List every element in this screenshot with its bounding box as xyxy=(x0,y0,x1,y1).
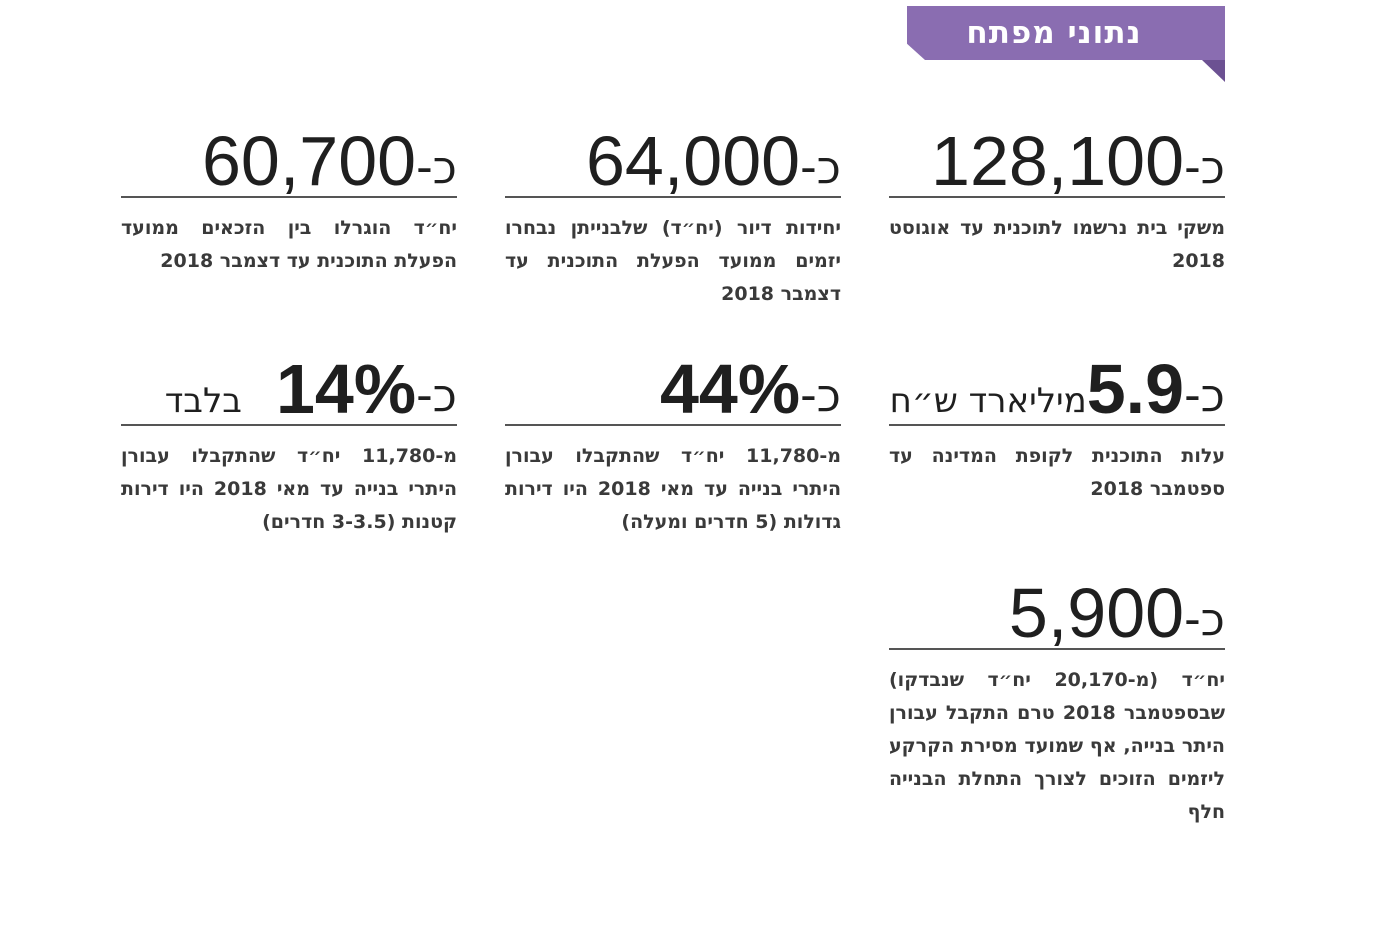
stat-value: 44% xyxy=(659,350,801,426)
approx-prefix: כ- xyxy=(800,140,841,194)
approx-prefix: כ- xyxy=(800,368,841,422)
stat-description: משקי בית נרשמו לתוכנית עד אוגוסט 2018 xyxy=(889,217,1225,272)
stat-description: יח״ד הוגרלו בין הזכאים ממועד הפעלת התוכנ… xyxy=(121,217,457,272)
section-title: נתוני מפתח xyxy=(966,15,1142,51)
stat-headline: כ- 60,700 xyxy=(121,122,457,198)
stat-households-registered: כ- 128,100 משקי בית נרשמו לתוכנית עד אוג… xyxy=(889,122,1225,278)
stat-value: 5,900 xyxy=(1008,574,1185,650)
approx-prefix: כ- xyxy=(1184,592,1225,646)
stat-headline: כ- 64,000 xyxy=(505,122,841,198)
stat-value: 60,700 xyxy=(201,122,417,198)
approx-prefix: כ- xyxy=(416,368,457,422)
banner-fold xyxy=(1202,60,1225,82)
stat-small-apartments-share: כ- 14% בלבד מ-11,780 יח״ד שהתקבלו עבורן … xyxy=(121,350,457,539)
stat-description: מ-11,780 יח״ד שהתקבלו עבורן היתרי בנייה … xyxy=(121,445,457,533)
approx-prefix: כ- xyxy=(416,140,457,194)
stat-headline: כ- 5,900 xyxy=(889,574,1225,650)
stat-qualifier: בלבד xyxy=(164,381,242,421)
approx-prefix: כ- xyxy=(1184,368,1225,422)
stat-headline: כ- 128,100 xyxy=(889,122,1225,198)
approx-prefix: כ- xyxy=(1184,140,1225,194)
stat-description: יחידות דיור (יח״ד) שלבנייתן נבחרו יזמים … xyxy=(505,217,841,305)
stat-units-raffled: כ- 60,700 יח״ד הוגרלו בין הזכאים ממועד ה… xyxy=(121,122,457,278)
stat-description: מ-11,780 יח״ד שהתקבלו עבורן היתרי בנייה … xyxy=(505,445,841,533)
stat-unit: מיליארד ש״ח xyxy=(889,381,1087,421)
stat-value: 64,000 xyxy=(585,122,801,198)
stat-units-developers-selected: כ- 64,000 יחידות דיור (יח״ד) שלבנייתן נב… xyxy=(505,122,841,311)
stat-value: 5.9 xyxy=(1086,350,1185,426)
stat-description: יח״ד (מ-20,170 יח״ד שנבדקו) שבספטמבר 201… xyxy=(889,669,1226,823)
stat-large-apartments-share: כ- 44% מ-11,780 יח״ד שהתקבלו עבורן היתרי… xyxy=(505,350,841,539)
stat-headline: כ- 5.9 מיליארד ש״ח xyxy=(889,350,1225,426)
stat-value: 14% xyxy=(275,350,417,426)
stat-program-cost: כ- 5.9 מיליארד ש״ח עלות התוכנית לקופת המ… xyxy=(889,350,1225,506)
stat-value: 128,100 xyxy=(931,122,1185,198)
stat-description: עלות התוכנית לקופת המדינה עד ספטמבר 2018 xyxy=(889,445,1225,500)
stat-units-without-permit: כ- 5,900 יח״ד (מ-20,170 יח״ד שנבדקו) שבס… xyxy=(889,574,1225,829)
stat-headline: כ- 44% xyxy=(505,350,841,426)
stat-headline: כ- 14% בלבד xyxy=(121,350,457,426)
section-banner xyxy=(907,6,1225,60)
